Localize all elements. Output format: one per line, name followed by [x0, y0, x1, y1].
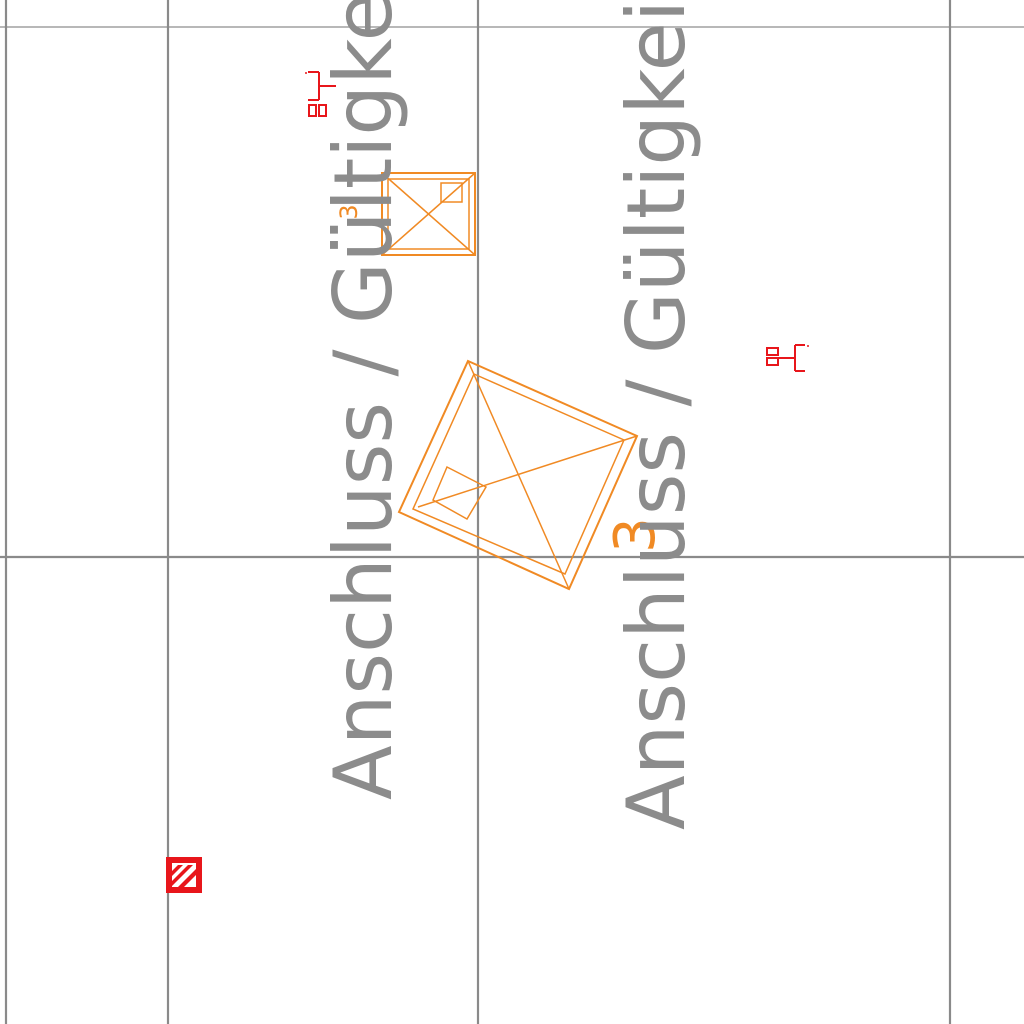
- building-small[interactable]: 3: [335, 172, 476, 256]
- connection-terminal-icon[interactable]: [766, 344, 809, 372]
- map-label-left: Anschluss / Gültigkeit: [317, 0, 410, 800]
- building-small-number: 3: [335, 204, 363, 219]
- map-label-right: Anschluss / Gültigkeit: [610, 0, 703, 830]
- building-large[interactable]: 3: [397, 359, 668, 591]
- connection-terminal-icon[interactable]: [305, 71, 336, 117]
- hatched-marker-icon[interactable]: [166, 857, 202, 893]
- building-large-number: 3: [603, 517, 668, 553]
